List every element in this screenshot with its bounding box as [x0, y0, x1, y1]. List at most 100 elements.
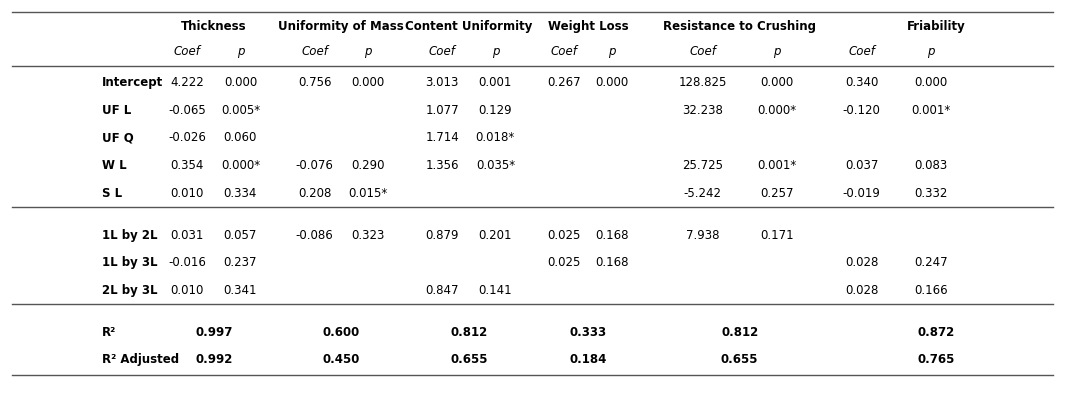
Text: 0.332: 0.332	[914, 187, 948, 200]
Text: 0.025: 0.025	[547, 256, 581, 269]
Text: 0.201: 0.201	[478, 229, 512, 242]
Text: 0.879: 0.879	[425, 229, 459, 242]
Text: 0.000: 0.000	[914, 76, 948, 89]
Text: p: p	[364, 46, 372, 59]
Text: 1.714: 1.714	[425, 132, 459, 145]
Text: -0.086: -0.086	[296, 229, 333, 242]
Text: Weight Loss: Weight Loss	[548, 20, 628, 33]
Text: 0.037: 0.037	[846, 159, 879, 172]
Text: 128.825: 128.825	[678, 76, 726, 89]
Text: UF Q: UF Q	[102, 132, 134, 145]
Text: 0.010: 0.010	[170, 284, 204, 297]
Text: 0.847: 0.847	[425, 284, 459, 297]
Text: Coef: Coef	[551, 46, 578, 59]
Text: 0.756: 0.756	[298, 76, 331, 89]
Text: -0.019: -0.019	[842, 187, 881, 200]
Text: 2L by 3L: 2L by 3L	[102, 284, 158, 297]
Text: Thickness: Thickness	[181, 20, 247, 33]
Text: -0.120: -0.120	[842, 104, 881, 117]
Text: 7.938: 7.938	[686, 229, 719, 242]
Text: 0.000: 0.000	[760, 76, 793, 89]
Text: 0.812: 0.812	[721, 326, 758, 339]
Text: 0.600: 0.600	[323, 326, 360, 339]
Text: 0.000: 0.000	[595, 76, 628, 89]
Text: 25.725: 25.725	[682, 159, 723, 172]
Text: 0.141: 0.141	[478, 284, 512, 297]
Text: Coef: Coef	[849, 46, 875, 59]
Text: 0.001*: 0.001*	[757, 159, 797, 172]
Text: 0.083: 0.083	[914, 159, 948, 172]
Text: 0.060: 0.060	[224, 132, 257, 145]
Text: 0.184: 0.184	[570, 353, 607, 366]
Text: Uniformity of Mass: Uniformity of Mass	[278, 20, 405, 33]
Text: 3.013: 3.013	[426, 76, 459, 89]
Text: 1L by 2L: 1L by 2L	[102, 229, 158, 242]
Text: Intercept: Intercept	[102, 76, 164, 89]
Text: 0.267: 0.267	[547, 76, 581, 89]
Text: 0.872: 0.872	[918, 326, 954, 339]
Text: -5.242: -5.242	[684, 187, 721, 200]
Text: 0.015*: 0.015*	[348, 187, 388, 200]
Text: p: p	[928, 46, 935, 59]
Text: 0.247: 0.247	[914, 256, 948, 269]
Text: 0.208: 0.208	[298, 187, 331, 200]
Text: -0.026: -0.026	[168, 132, 207, 145]
Text: 0.129: 0.129	[478, 104, 512, 117]
Text: Coef: Coef	[429, 46, 456, 59]
Text: 0.025: 0.025	[547, 229, 581, 242]
Text: 0.018*: 0.018*	[476, 132, 515, 145]
Text: 0.333: 0.333	[570, 326, 607, 339]
Text: -0.076: -0.076	[296, 159, 333, 172]
Text: 0.765: 0.765	[917, 353, 955, 366]
Text: UF L: UF L	[102, 104, 132, 117]
Text: 1.356: 1.356	[425, 159, 459, 172]
Text: 0.237: 0.237	[224, 256, 257, 269]
Text: 0.031: 0.031	[170, 229, 204, 242]
Text: R² Adjusted: R² Adjusted	[102, 353, 179, 366]
Text: 0.334: 0.334	[224, 187, 257, 200]
Text: Resistance to Crushing: Resistance to Crushing	[663, 20, 816, 33]
Text: 0.166: 0.166	[914, 284, 948, 297]
Text: Content Uniformity: Content Uniformity	[405, 20, 532, 33]
Text: 4.222: 4.222	[170, 76, 204, 89]
Text: S L: S L	[102, 187, 122, 200]
Text: 0.000: 0.000	[224, 76, 257, 89]
Text: -0.065: -0.065	[168, 104, 207, 117]
Text: 0.005*: 0.005*	[220, 104, 260, 117]
Text: 0.992: 0.992	[195, 353, 232, 366]
Text: W L: W L	[102, 159, 127, 172]
Text: 0.001: 0.001	[478, 76, 512, 89]
Text: 0.028: 0.028	[846, 284, 879, 297]
Text: p: p	[492, 46, 499, 59]
Text: R²: R²	[102, 326, 116, 339]
Text: 0.340: 0.340	[846, 76, 879, 89]
Text: 0.035*: 0.035*	[476, 159, 514, 172]
Text: 0.168: 0.168	[595, 256, 629, 269]
Text: 0.290: 0.290	[351, 159, 384, 172]
Text: 0.341: 0.341	[224, 284, 257, 297]
Text: p: p	[773, 46, 781, 59]
Text: Friability: Friability	[906, 20, 966, 33]
Text: 0.028: 0.028	[846, 256, 879, 269]
Text: -0.016: -0.016	[168, 256, 207, 269]
Text: 0.057: 0.057	[224, 229, 257, 242]
Text: 0.450: 0.450	[323, 353, 360, 366]
Text: 0.323: 0.323	[351, 229, 384, 242]
Text: 0.000: 0.000	[351, 76, 384, 89]
Text: 0.001*: 0.001*	[912, 104, 950, 117]
Text: 1L by 3L: 1L by 3L	[102, 256, 158, 269]
Text: 0.000*: 0.000*	[757, 104, 797, 117]
Text: 0.168: 0.168	[595, 229, 629, 242]
Text: 0.655: 0.655	[721, 353, 758, 366]
Text: 0.000*: 0.000*	[220, 159, 260, 172]
Text: 0.354: 0.354	[170, 159, 204, 172]
Text: Coef: Coef	[689, 46, 716, 59]
Text: 0.010: 0.010	[170, 187, 204, 200]
Text: 0.171: 0.171	[760, 229, 793, 242]
Text: 0.997: 0.997	[195, 326, 232, 339]
Text: Coef: Coef	[174, 46, 200, 59]
Text: 0.655: 0.655	[450, 353, 488, 366]
Text: 1.077: 1.077	[425, 104, 459, 117]
Text: 0.257: 0.257	[760, 187, 793, 200]
Text: p: p	[608, 46, 616, 59]
